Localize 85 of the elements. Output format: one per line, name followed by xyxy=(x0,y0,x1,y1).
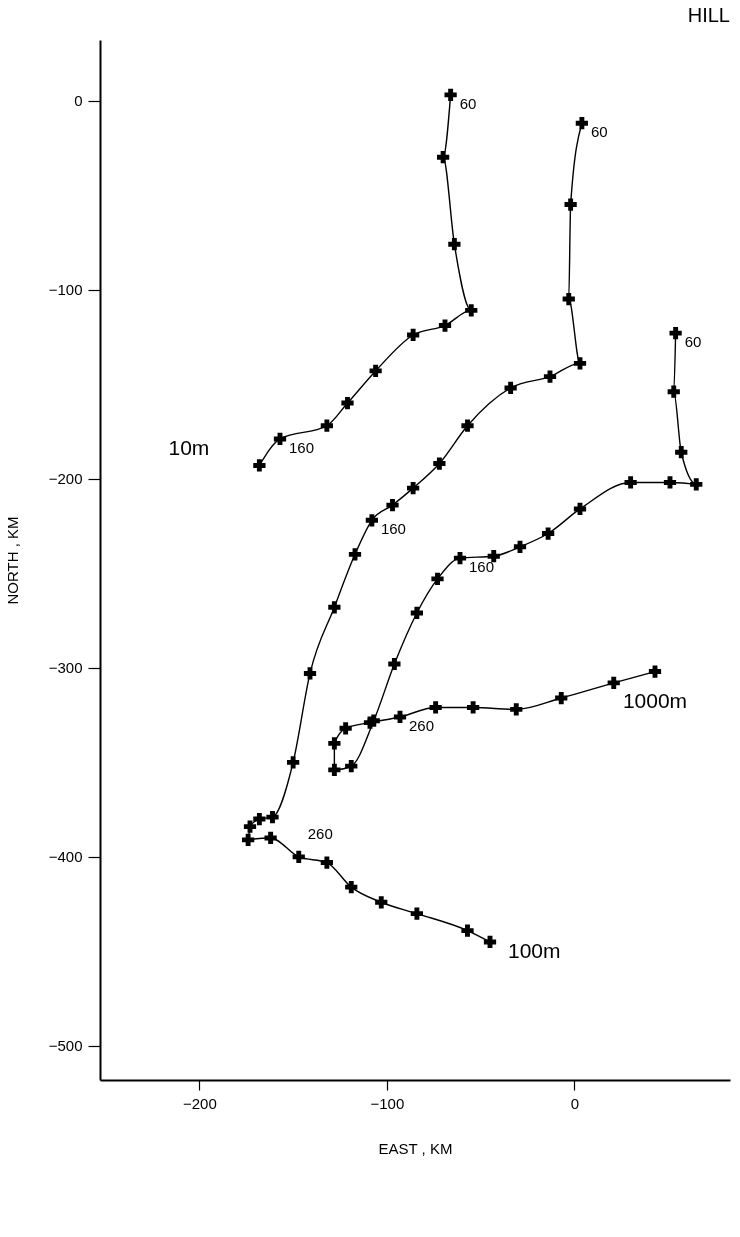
point xyxy=(410,606,423,620)
point xyxy=(487,550,500,563)
point xyxy=(543,370,557,383)
point xyxy=(386,499,399,512)
point xyxy=(369,364,382,378)
point xyxy=(363,716,377,729)
point xyxy=(607,676,620,690)
point xyxy=(243,820,257,833)
point xyxy=(675,446,688,459)
point xyxy=(663,476,677,489)
y-tick-label: −200 xyxy=(48,470,83,488)
point xyxy=(465,304,478,317)
annotation: 160 xyxy=(469,558,495,576)
point xyxy=(431,572,444,586)
point xyxy=(510,703,523,716)
x-tick-label: −200 xyxy=(182,1094,217,1112)
point xyxy=(348,548,362,561)
point xyxy=(393,710,407,724)
point xyxy=(564,198,577,211)
point xyxy=(461,419,474,432)
annotation: 260 xyxy=(409,716,435,734)
point xyxy=(303,667,317,680)
point xyxy=(345,881,358,894)
point xyxy=(555,691,568,705)
annotation: 160 xyxy=(380,520,406,538)
point xyxy=(667,385,680,398)
point xyxy=(438,319,452,332)
series-label: 1000m xyxy=(622,688,688,712)
point xyxy=(461,924,474,937)
x-axis-title: EAST , KM xyxy=(378,1139,453,1157)
point xyxy=(328,737,341,750)
point xyxy=(562,292,575,306)
point xyxy=(292,850,305,863)
point xyxy=(433,457,446,470)
series-label: 100m xyxy=(508,938,561,962)
annotation: 160 xyxy=(289,438,315,456)
point xyxy=(375,896,388,909)
point xyxy=(444,88,457,101)
text: 10m xyxy=(168,436,210,460)
point xyxy=(407,482,420,495)
point xyxy=(339,722,352,735)
point xyxy=(328,763,341,777)
point xyxy=(448,238,461,251)
annotation: 260 xyxy=(307,824,333,842)
annotation: 60 xyxy=(459,94,477,112)
point xyxy=(437,151,450,164)
point xyxy=(287,756,300,769)
point xyxy=(365,514,378,527)
annotation: 60 xyxy=(684,333,702,351)
point xyxy=(410,907,423,920)
point xyxy=(264,831,277,845)
point xyxy=(542,527,555,540)
point xyxy=(266,811,279,824)
point xyxy=(320,856,333,869)
point xyxy=(242,833,255,846)
y-tick-label: −500 xyxy=(48,1037,83,1055)
point xyxy=(690,478,703,491)
point xyxy=(573,502,587,516)
point xyxy=(253,812,266,826)
point xyxy=(573,357,587,370)
point xyxy=(407,328,420,342)
point xyxy=(429,701,442,714)
y-tick-label: −400 xyxy=(48,848,83,866)
y-tick-label: −100 xyxy=(48,281,83,299)
annotation: 60 xyxy=(590,123,608,141)
point xyxy=(669,326,682,340)
point xyxy=(320,419,333,432)
point xyxy=(513,540,527,553)
point xyxy=(453,551,467,565)
point xyxy=(388,657,401,671)
point xyxy=(504,381,517,395)
point xyxy=(328,601,341,614)
y-tick-label: 0 xyxy=(74,92,83,110)
y-tick-label: −300 xyxy=(48,659,83,677)
point xyxy=(624,476,637,489)
point xyxy=(648,665,662,678)
point xyxy=(467,701,480,714)
point xyxy=(345,759,358,773)
point xyxy=(253,459,266,472)
point xyxy=(575,117,588,130)
point xyxy=(341,396,354,410)
x-tick-label: 0 xyxy=(570,1094,580,1112)
y-axis-title: NORTH , KM xyxy=(3,516,21,605)
x-tick-label: −100 xyxy=(370,1094,405,1112)
chart-title: HILL xyxy=(687,4,730,26)
